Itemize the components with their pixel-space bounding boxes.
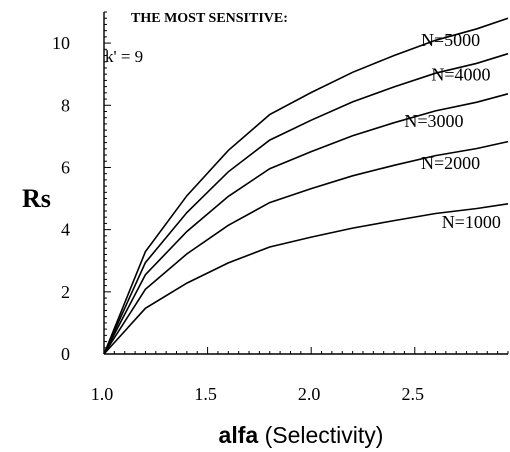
y-tick-label: 4: [61, 220, 70, 240]
chart-title: THE MOST SENSITIVE:: [131, 11, 288, 26]
series-line-n-2000: [103, 140, 509, 355]
x-axis-label-bold: alfa: [219, 422, 259, 448]
series-label: N=4000: [431, 64, 490, 84]
series-label: N=5000: [421, 30, 480, 50]
x-axis-label: alfa (Selectivity): [219, 422, 384, 448]
y-tick-label: 0: [61, 344, 70, 364]
series-labels: N=1000 N=2000 N=3000 N=4000 N=5000: [404, 30, 500, 232]
y-tick-label: 10: [52, 33, 70, 53]
series-label: N=1000: [442, 212, 501, 232]
series-line-n-3000: [103, 93, 509, 355]
series-label: N=2000: [421, 153, 480, 173]
x-axis-ticks: 1.0 1.5 2.0 2.5: [91, 384, 424, 404]
series-line-n-4000: [103, 52, 509, 355]
x-tick-label: 1.5: [194, 384, 217, 404]
chart-annotation: k' = 9: [105, 47, 143, 66]
y-tick-label: 8: [61, 95, 70, 115]
y-tick-label: 6: [61, 157, 70, 177]
series-line-n-1000: [103, 203, 509, 355]
series-label: N=3000: [404, 111, 463, 131]
x-tick-label: 2.0: [298, 384, 321, 404]
series-line-n-5000: [103, 17, 509, 355]
y-tick-label: 2: [61, 282, 70, 302]
y-axis-ticks: 0 2 4 6 8 10: [52, 33, 70, 364]
x-tick-label: 2.5: [402, 384, 425, 404]
series-lines: [103, 17, 509, 355]
x-tick-label: 1.0: [91, 384, 114, 404]
x-axis-label-rest: (Selectivity): [258, 422, 383, 448]
axes: [103, 11, 509, 355]
y-axis-label: Rs: [22, 184, 51, 213]
